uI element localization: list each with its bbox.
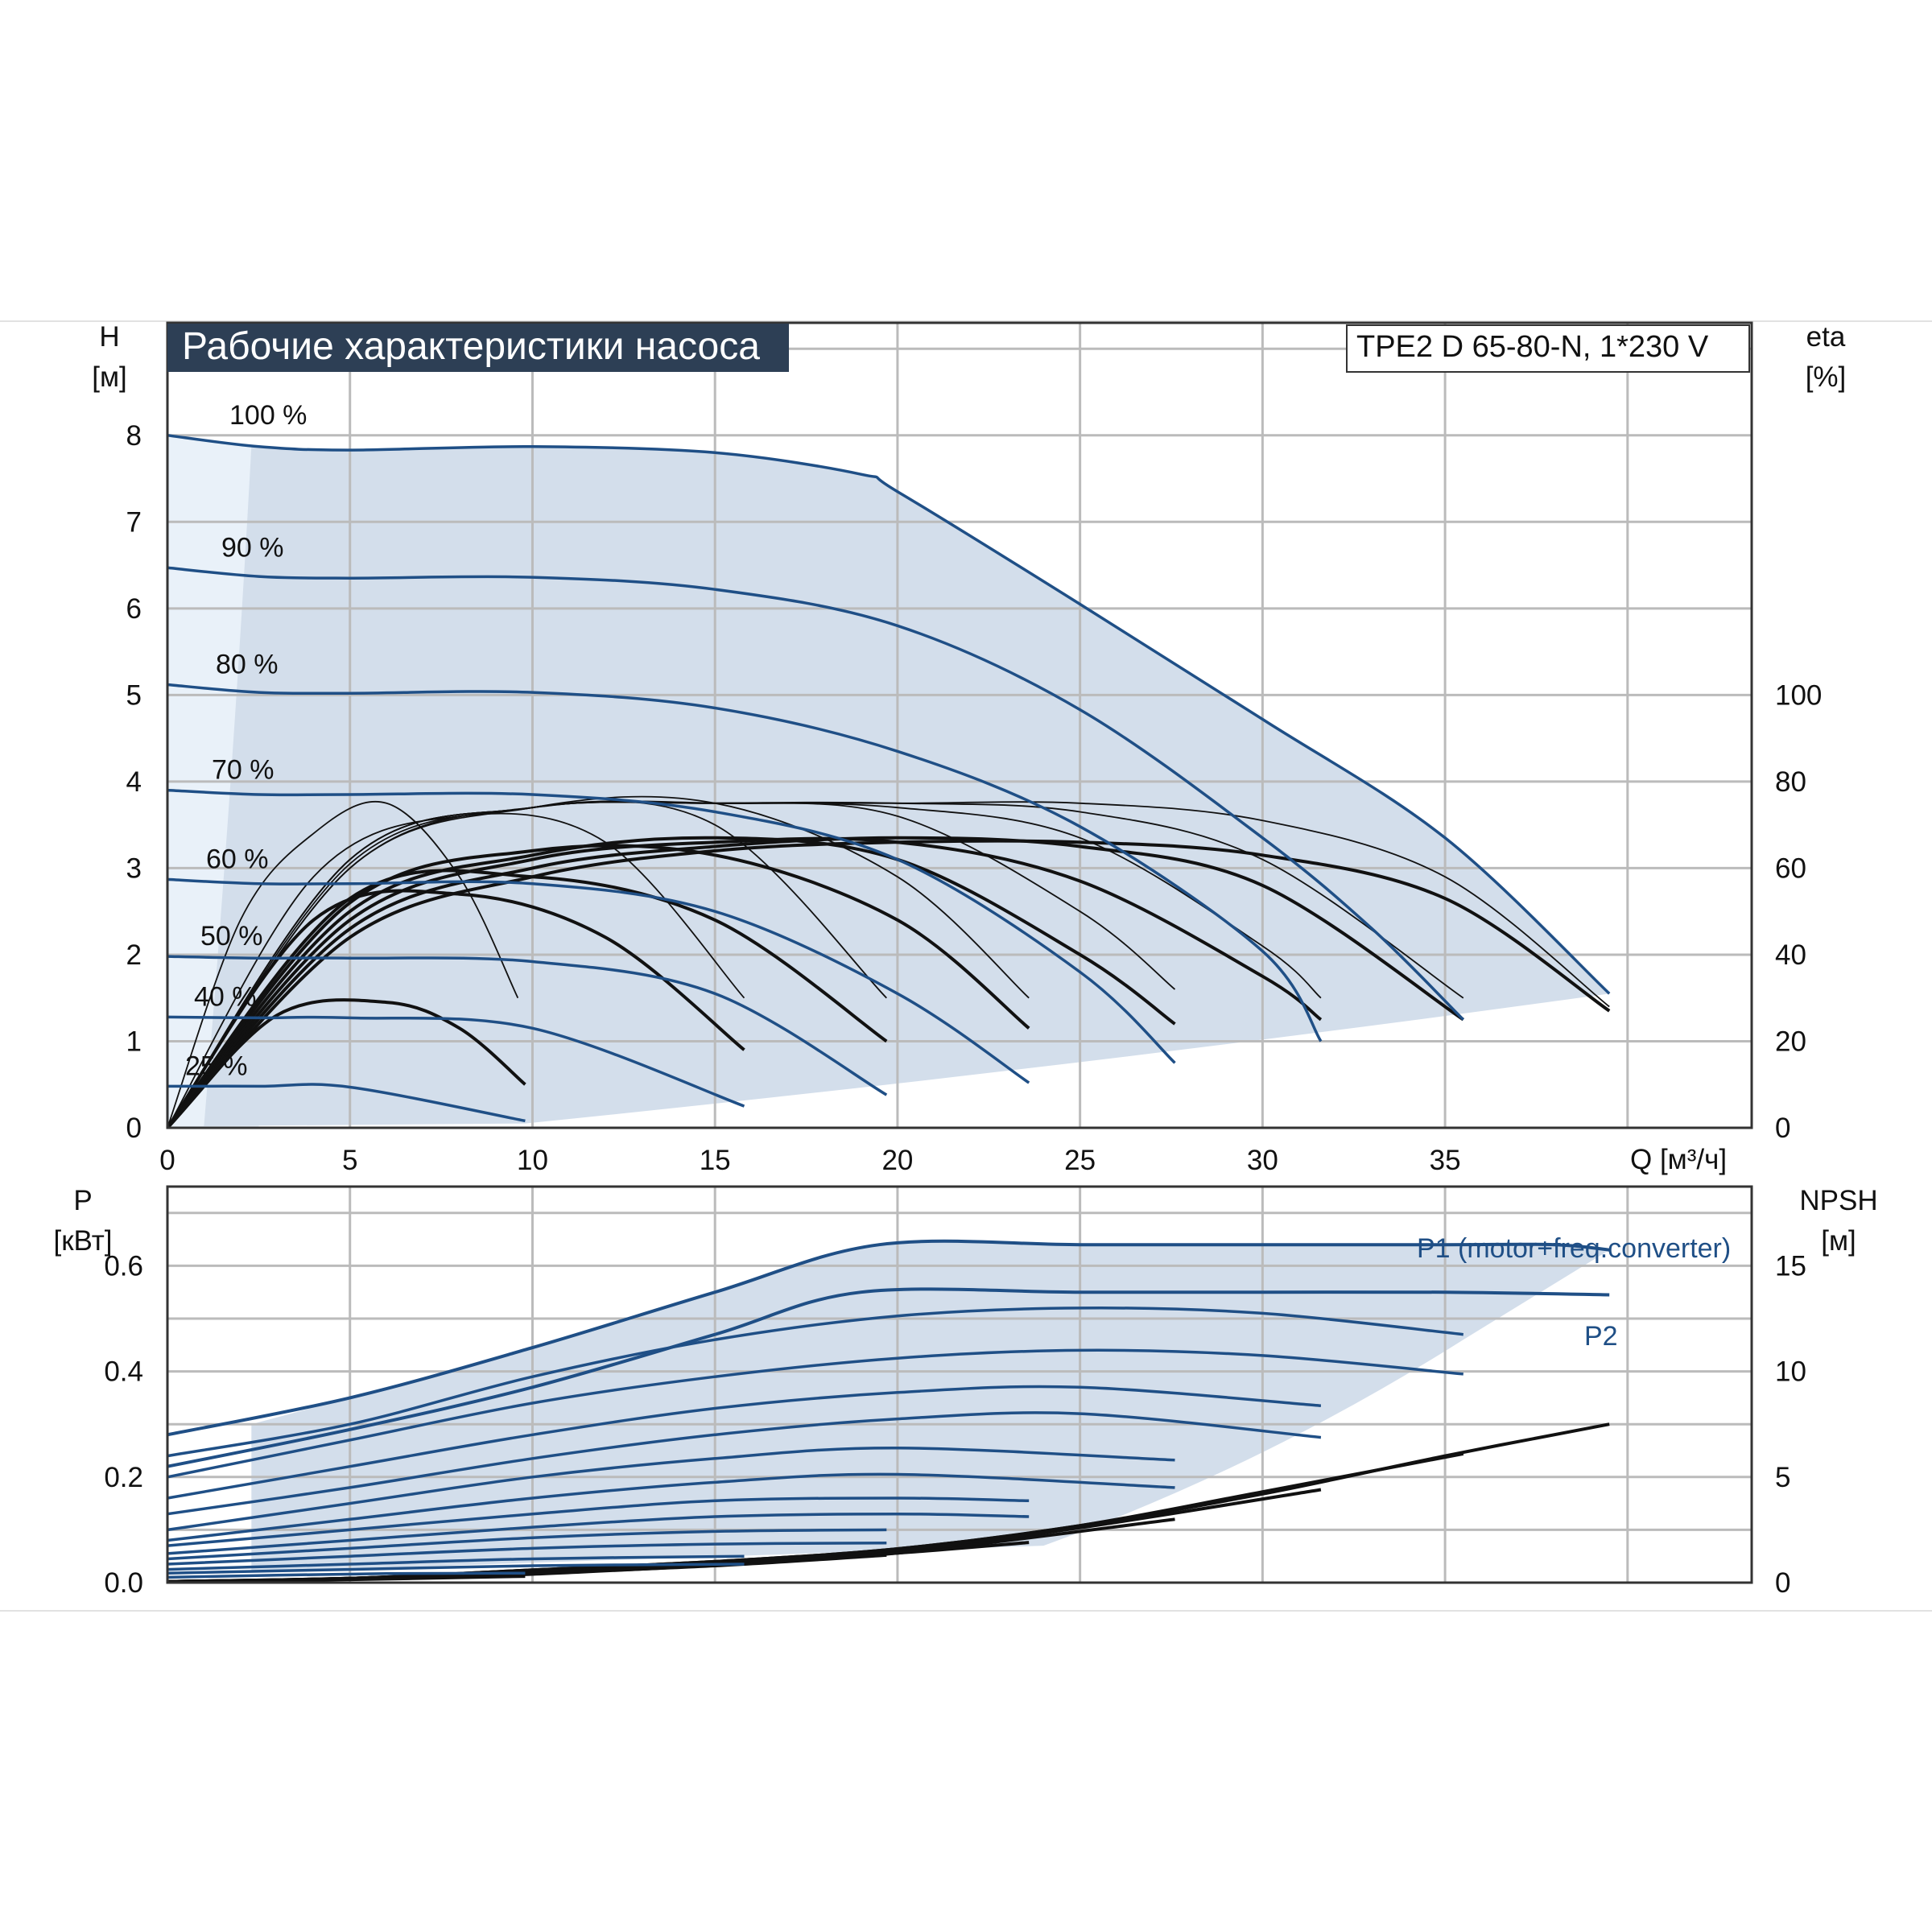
power-curve <box>167 1411 1322 1516</box>
power-curve <box>167 1287 1610 1468</box>
power-curve <box>167 1528 887 1561</box>
model-box <box>1346 324 1750 373</box>
eta-curve <box>167 800 519 1129</box>
power-area <box>251 1241 1610 1572</box>
power-curve <box>167 1542 887 1566</box>
q-tick-label: 35 <box>1430 1145 1461 1176</box>
npsh-curves <box>167 1422 1610 1583</box>
eta-tick-label: 60 <box>1775 852 1806 884</box>
pq-curve <box>167 566 1465 1021</box>
p1-curve-label: P1 (motor+freq.converter) <box>1417 1233 1731 1264</box>
power-tick-labels: 0.0 0.2 0.4 0.6 0 5 10 15 <box>104 1250 1806 1599</box>
pq-curve <box>167 877 1030 1084</box>
p-axis-label: P <box>73 1185 92 1216</box>
p-tick-label: 0.6 <box>104 1250 143 1282</box>
speed-label: 90 % <box>221 532 284 563</box>
power-curve <box>167 1446 1175 1532</box>
npsh-curve <box>167 1575 526 1583</box>
power-curve <box>167 1239 1610 1437</box>
h-tick-label: 7 <box>126 506 142 538</box>
power-curve <box>167 1472 1175 1542</box>
npsh-tick-label: 0 <box>1775 1567 1790 1599</box>
pq-curves <box>167 434 1611 1123</box>
h-axis-unit: [м] <box>92 361 127 393</box>
pq-plot-frame <box>166 321 1753 1129</box>
power-curve <box>167 1563 745 1575</box>
speed-label: 100 % <box>229 400 307 431</box>
p-tick-label: 0.0 <box>104 1567 143 1599</box>
h-tick-label: 6 <box>126 593 142 625</box>
q-tick-label: 20 <box>881 1145 913 1176</box>
speed-labels: 100 % 90 % 80 % 70 % 60 % 50 % 40 % 25 % <box>185 400 307 1082</box>
power-curve <box>167 1307 1463 1458</box>
eta-tick-label: 40 <box>1775 939 1806 971</box>
power-curve <box>167 1554 745 1571</box>
h-tick-label: 2 <box>126 939 142 971</box>
power-curve <box>167 1385 1322 1500</box>
operating-range-area <box>204 446 1610 1126</box>
eta-curve <box>166 998 526 1129</box>
h-tick-label: 5 <box>126 679 142 711</box>
model-label: TPE2 D 65-80-N, 1*230 V <box>1356 330 1709 364</box>
h-tick-label: 8 <box>126 420 142 452</box>
q-tick-label: 25 <box>1064 1145 1096 1176</box>
npsh-tick-label: 10 <box>1775 1356 1806 1388</box>
eta-tick-label: 80 <box>1775 766 1806 798</box>
npsh-axis-label: NPSH <box>1799 1185 1877 1216</box>
h-axis-label: H <box>99 321 119 353</box>
p-tick-label: 0.4 <box>104 1356 143 1388</box>
speed-label: 40 % <box>194 981 257 1012</box>
h-tick-label: 3 <box>126 852 142 884</box>
pq-curve <box>167 1015 745 1108</box>
speed-label: 60 % <box>206 844 269 874</box>
power-curve <box>167 1571 526 1579</box>
eta-axis-label: eta <box>1806 321 1846 353</box>
eta-curve <box>167 801 1610 1129</box>
pq-curve <box>167 1083 526 1123</box>
speed-label: 80 % <box>216 649 279 679</box>
pq-curve <box>167 955 888 1096</box>
h-tick-label: 1 <box>126 1026 142 1057</box>
pq-curve <box>167 788 1176 1064</box>
title-box <box>167 324 789 372</box>
eta-curve <box>166 836 1176 1129</box>
speed-label: 25 % <box>185 1051 248 1081</box>
speed-label: 50 % <box>200 921 263 952</box>
pq-curve <box>167 683 1323 1042</box>
q-tick-label: 30 <box>1247 1145 1278 1176</box>
npsh-axis-unit: [м] <box>1821 1225 1856 1257</box>
p2-curve-label: P2 <box>1584 1321 1618 1352</box>
power-plot-frame <box>166 1185 1753 1584</box>
q-tick-label: 5 <box>342 1145 357 1176</box>
eta-tick-label: 0 <box>1775 1113 1790 1144</box>
p-axis-unit: [кВт] <box>54 1225 113 1257</box>
q-tick-label: 10 <box>517 1145 548 1176</box>
q-tick-label: 15 <box>700 1145 731 1176</box>
chart-title: Рабочие характеристики насоса <box>182 325 760 368</box>
h-tick-label: 0 <box>126 1113 142 1144</box>
power-panel: 0.0 0.2 0.4 0.6 0 5 10 15 P [кВт] NPSH [м] P1 (… <box>54 1185 1878 1599</box>
power-range-area <box>251 1241 1610 1572</box>
power-curve <box>167 1348 1463 1479</box>
eta-tick-label: 20 <box>1775 1026 1806 1057</box>
p-tick-label: 0.2 <box>104 1462 143 1493</box>
eta-tick-label: 100 <box>1775 679 1822 711</box>
q-axis-label: Q [м³/ч] <box>1630 1144 1727 1175</box>
npsh-tick-label: 5 <box>1775 1462 1790 1493</box>
h-tick-label: 4 <box>126 766 142 798</box>
q-tick-label: 0 <box>159 1145 175 1176</box>
power-curve <box>167 1512 1030 1555</box>
npsh-tick-label: 15 <box>1775 1250 1806 1282</box>
eta-curve <box>166 869 888 1129</box>
power-curve <box>167 1496 1030 1547</box>
eta-axis-unit: [%] <box>1806 361 1847 393</box>
power-curves <box>167 1239 1610 1579</box>
speed-label: 70 % <box>212 755 275 786</box>
pq-curve <box>167 434 1611 995</box>
